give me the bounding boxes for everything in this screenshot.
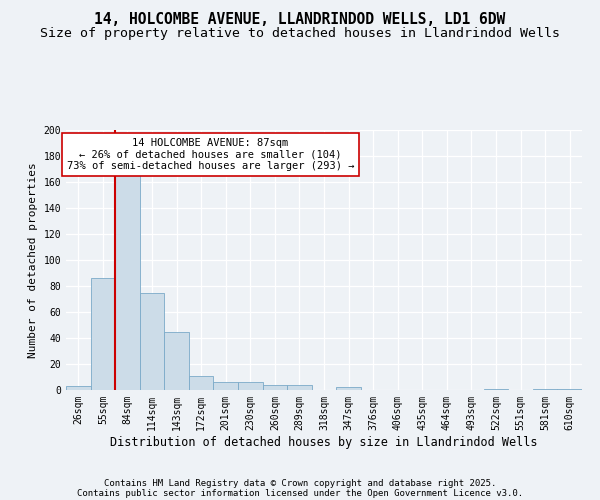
Bar [115,174,140,390]
Bar [287,385,312,390]
Y-axis label: Number of detached properties: Number of detached properties [28,162,38,358]
Text: Contains public sector information licensed under the Open Government Licence v3: Contains public sector information licen… [77,488,523,498]
Bar [91,278,115,390]
Bar [263,385,287,390]
Text: Contains HM Land Registry data © Crown copyright and database right 2025.: Contains HM Land Registry data © Crown c… [104,478,496,488]
Bar [164,332,189,390]
Bar [533,388,557,390]
Bar [189,376,214,390]
Bar [557,388,582,390]
X-axis label: Distribution of detached houses by size in Llandrindod Wells: Distribution of detached houses by size … [110,436,538,448]
Bar [336,388,361,390]
Text: Size of property relative to detached houses in Llandrindod Wells: Size of property relative to detached ho… [40,28,560,40]
Bar [238,382,263,390]
Bar [214,382,238,390]
Text: 14 HOLCOMBE AVENUE: 87sqm
← 26% of detached houses are smaller (104)
73% of semi: 14 HOLCOMBE AVENUE: 87sqm ← 26% of detac… [67,138,354,171]
Bar [66,386,91,390]
Bar [140,292,164,390]
Bar [484,388,508,390]
Text: 14, HOLCOMBE AVENUE, LLANDRINDOD WELLS, LD1 6DW: 14, HOLCOMBE AVENUE, LLANDRINDOD WELLS, … [94,12,506,28]
